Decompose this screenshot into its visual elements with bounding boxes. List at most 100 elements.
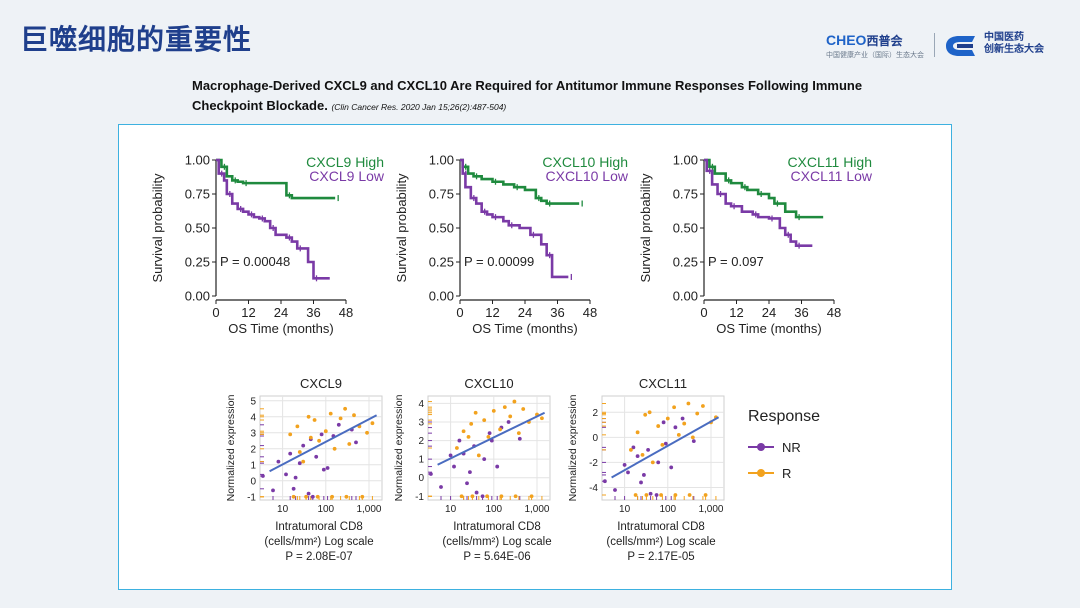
- scatter-fit-line: [269, 414, 378, 473]
- scatter-point-nr: [457, 438, 462, 443]
- scatter-point-nr: [297, 461, 302, 466]
- scatter-ylabel: Normalized expression: [225, 394, 237, 501]
- scatter-point-nr: [319, 432, 324, 437]
- scatter-point-r: [466, 434, 471, 439]
- scatter-caption-cxcl9: Intratumoral CD8 (cells/mm²) Log scale P…: [244, 520, 394, 565]
- scatter-point-nr: [663, 441, 668, 446]
- scatter-point-nr: [428, 472, 433, 476]
- scatter-point-nr: [452, 464, 456, 469]
- scatter-point-r: [365, 430, 369, 435]
- scatter-ytick-label: -1: [415, 492, 424, 503]
- scatter-plot-area: [427, 395, 551, 501]
- scatter-pvalue: P = 2.08E-07: [285, 551, 353, 563]
- km-ytick-label: 0.50: [185, 221, 210, 236]
- km-ytick-label: 0.50: [673, 221, 698, 236]
- paper-title: Macrophage-Derived CXCL9 and CXCL10 Are …: [192, 76, 912, 117]
- cheo-subtitle: 中国健康产业（国际）生态大会: [826, 51, 924, 59]
- scatter-point-r: [485, 494, 490, 499]
- scatter-xlabel-line1: Intratumoral CD8: [275, 521, 363, 533]
- scatter-point-nr: [336, 422, 341, 427]
- scatter-ytick-label: 0: [592, 433, 598, 444]
- scatter-point-nr: [642, 473, 646, 477]
- km-pvalue: P = 0.00048: [220, 254, 290, 269]
- scatter-point-r: [297, 450, 302, 454]
- scatter-point-r: [690, 435, 695, 440]
- scatter-point-r: [332, 446, 337, 451]
- scatter-point-nr: [310, 494, 315, 499]
- scatter-point-nr: [439, 485, 443, 489]
- scatter-point-nr: [622, 463, 627, 467]
- scatter-xtick-label: 100: [485, 504, 502, 515]
- scatter-point-r: [343, 406, 348, 411]
- km-xtick-label: 12: [729, 305, 743, 320]
- km-plot-cxcl11: Survival probability 0.00 0.25 0.50 0.75 1.00…: [638, 153, 873, 337]
- km-ytick-label: 0.00: [185, 289, 210, 304]
- scatter-ytick-label: 3: [250, 428, 256, 439]
- scatter-point-nr: [691, 439, 696, 444]
- km-xtick-label: 12: [241, 305, 255, 320]
- scatter-point-r: [291, 494, 296, 499]
- legend-item-nr: NR: [748, 434, 858, 460]
- scatter-point-r: [301, 459, 306, 464]
- scatter-point-r: [315, 494, 320, 499]
- scatter-point-r: [703, 493, 708, 497]
- scatter-point-r: [360, 494, 365, 499]
- scatter-point-nr: [314, 454, 319, 459]
- scatter-point-r: [323, 429, 328, 434]
- scatter-pvalue: P = 2.17E-05: [627, 551, 695, 563]
- scatter-point-r: [347, 442, 352, 446]
- response-legend: Response NR R: [748, 408, 858, 486]
- scatter-ytick-label: 2: [592, 408, 598, 419]
- scatter-point-r: [461, 429, 466, 434]
- km-ytick-label: 0.25: [185, 255, 210, 270]
- scatter-point-r: [635, 430, 640, 435]
- scatter-point-r: [288, 432, 293, 437]
- legend-label-nr: NR: [782, 439, 801, 455]
- scatter-point-r: [687, 493, 692, 497]
- scatter-point-r: [633, 493, 638, 497]
- scatter-ytick-label: -4: [589, 483, 598, 494]
- scatter-plot-area: [259, 395, 383, 501]
- scatter-point-nr: [656, 460, 661, 465]
- scatter-point-nr: [613, 488, 617, 492]
- scatter-point-r: [317, 438, 322, 443]
- scatter-point-r: [521, 407, 526, 411]
- km-plot-cxcl9: Survival probability 0.00 0.25 0.50 0.75 1.00…: [150, 153, 385, 337]
- km-ytick-label: 1.00: [673, 153, 698, 168]
- scatter-point-nr: [626, 470, 630, 475]
- scatter-xlabel-line1: Intratumoral CD8: [453, 521, 541, 533]
- scatter-xlabel-line1: Intratumoral CD8: [617, 521, 705, 533]
- km-ytick-label: 0.75: [673, 187, 698, 202]
- km-xtick-label: 48: [583, 305, 597, 320]
- scatter-point-nr: [301, 443, 306, 448]
- km-ylabel: Survival probability: [394, 173, 409, 283]
- scatter-ytick-label: 2: [250, 444, 256, 455]
- scatter-point-nr: [291, 486, 296, 491]
- scatter-point-nr: [680, 416, 685, 421]
- scatter-point-r: [499, 494, 504, 499]
- scatter-point-r: [665, 416, 670, 421]
- km-xtick-label: 0: [212, 305, 219, 320]
- km-xtick-label: 36: [794, 305, 808, 320]
- km-xlabel: OS Time (months): [228, 321, 333, 336]
- km-ytick-label: 1.00: [429, 153, 454, 168]
- km-legend-label: CXCL10 High: [542, 154, 628, 170]
- scatter-point-nr: [495, 464, 500, 469]
- paper-citation: (Clin Cancer Res. 2020 Jan 15;26(2):487-…: [331, 102, 507, 112]
- km-ytick-label: 0.75: [185, 187, 210, 202]
- scatter-point-r: [469, 421, 474, 426]
- km-ytick-label: 0.25: [429, 255, 454, 270]
- scatter-point-nr: [654, 493, 659, 497]
- scatter-ytick-label: 4: [250, 412, 256, 423]
- legend-marker-r: [748, 467, 774, 479]
- scatter-point-r: [650, 460, 655, 465]
- cheo-brand-text: CHEO: [826, 32, 867, 48]
- scatter-point-nr: [306, 491, 311, 496]
- scatter-point-r: [656, 424, 661, 428]
- scatter-point-r: [459, 494, 464, 499]
- scatter-point-nr: [354, 440, 358, 445]
- scatter-point-nr: [465, 481, 469, 486]
- scatter-point-nr: [661, 420, 666, 425]
- scatter-point-r: [540, 416, 544, 421]
- scatter-point-nr: [288, 451, 293, 456]
